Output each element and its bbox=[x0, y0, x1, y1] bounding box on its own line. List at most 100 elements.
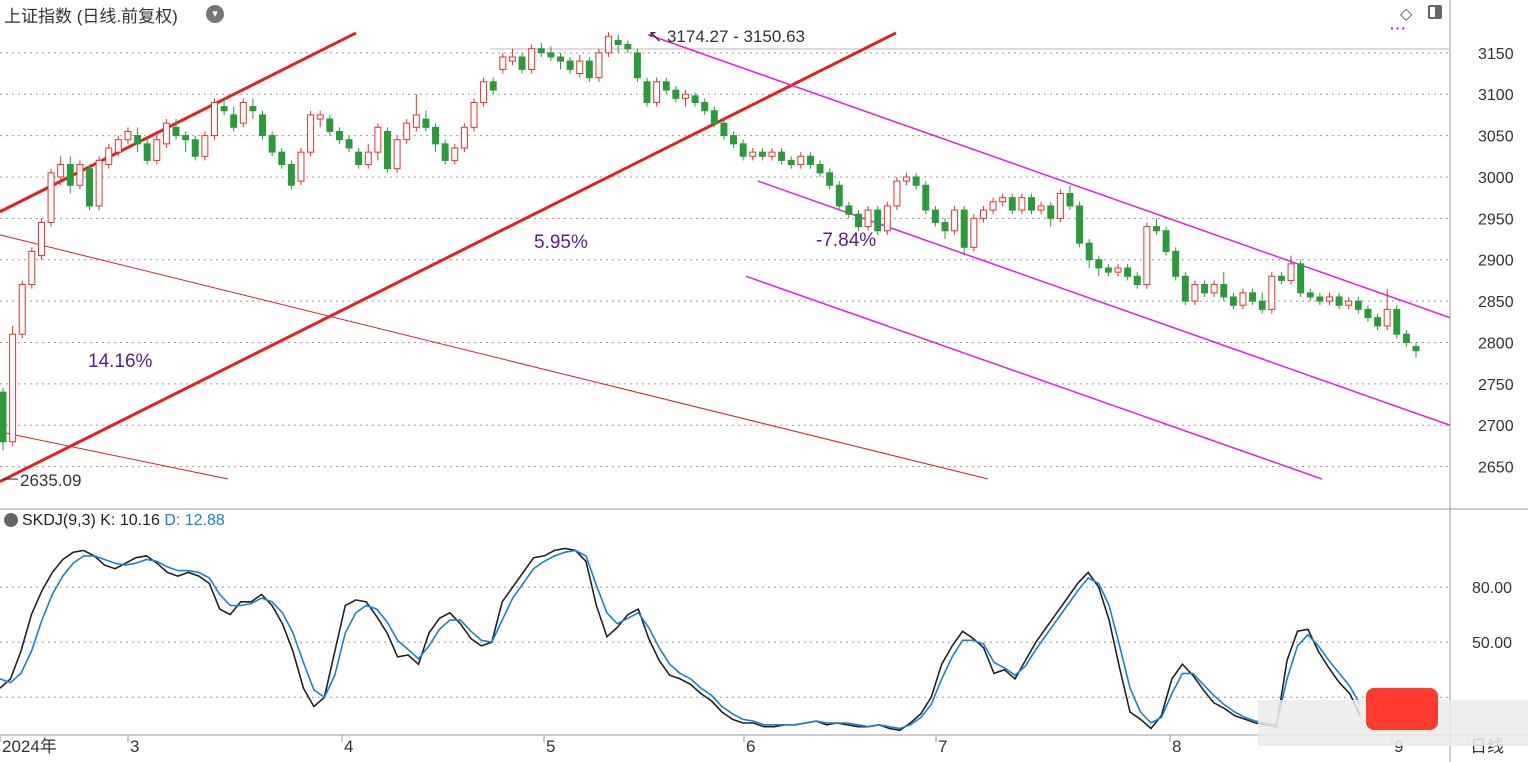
candle-body bbox=[1047, 205, 1055, 219]
candle-body bbox=[326, 118, 334, 132]
trend-line-upper bbox=[0, 31, 357, 214]
candle-body bbox=[412, 114, 420, 128]
candle-body bbox=[662, 81, 670, 91]
candle-body bbox=[316, 114, 324, 120]
candle-body bbox=[18, 284, 26, 335]
candle-body bbox=[816, 164, 824, 174]
diamond-icon[interactable]: ◇ bbox=[1400, 6, 1413, 23]
candle-body bbox=[499, 56, 507, 70]
candle-body bbox=[37, 221, 45, 257]
candle-body bbox=[287, 164, 295, 186]
candle-body bbox=[86, 168, 93, 207]
candle-body bbox=[518, 56, 526, 70]
candle-body bbox=[230, 114, 238, 128]
candle-body bbox=[787, 159, 795, 166]
candle-body bbox=[566, 60, 574, 70]
candle-body bbox=[1124, 267, 1132, 277]
candle-body bbox=[1268, 275, 1276, 310]
candle-body bbox=[0, 391, 7, 443]
candle-body bbox=[1364, 308, 1372, 319]
candle-body bbox=[1191, 284, 1199, 302]
channel-line-lower bbox=[745, 275, 1323, 480]
candle-body bbox=[95, 159, 103, 207]
x-tick-label: 5 bbox=[546, 737, 555, 756]
candle-body bbox=[66, 164, 74, 186]
candle-body bbox=[422, 118, 430, 128]
x-tick-label: 2024年 bbox=[2, 737, 57, 756]
y-tick-label: 2850 bbox=[1478, 294, 1514, 311]
channel-line-upper bbox=[647, 33, 1451, 319]
candle-body bbox=[480, 81, 488, 103]
candle-body bbox=[470, 101, 478, 128]
panel-icon[interactable] bbox=[1428, 5, 1442, 19]
candle-body bbox=[364, 151, 372, 166]
candle-body bbox=[1287, 263, 1295, 281]
candle-body bbox=[268, 135, 276, 153]
ind-y-tick-label: 50.00 bbox=[1472, 635, 1512, 652]
pct-label-2: 5.95% bbox=[534, 232, 588, 253]
candle-body bbox=[335, 130, 343, 141]
low-label: 2635.09 bbox=[20, 471, 81, 490]
candle-body bbox=[124, 130, 132, 141]
candle-body bbox=[1249, 292, 1257, 302]
candle-body bbox=[903, 176, 911, 182]
candle-body bbox=[191, 139, 199, 157]
candle-body bbox=[307, 114, 315, 153]
dots-icon[interactable]: ··· bbox=[1390, 20, 1407, 36]
x-tick-label: 6 bbox=[746, 737, 755, 756]
candle-body bbox=[1143, 226, 1151, 286]
ind-y-tick-label: 80.00 bbox=[1472, 580, 1512, 597]
candle-body bbox=[1229, 296, 1237, 306]
candle-body bbox=[355, 151, 363, 166]
candle-body bbox=[874, 209, 882, 232]
candle-body bbox=[1114, 267, 1122, 273]
candle-body bbox=[259, 114, 267, 137]
indicator-legend: SKDJ(9,3) K: 10.16 D: 12.88 bbox=[4, 512, 225, 530]
candle-body bbox=[778, 151, 786, 161]
candle-body bbox=[508, 56, 516, 62]
candle-body bbox=[835, 184, 843, 207]
candle-body bbox=[1181, 275, 1189, 302]
candle-body bbox=[210, 101, 218, 137]
skdj-k-line bbox=[0, 547, 1361, 732]
y-tick-label: 3050 bbox=[1478, 129, 1514, 146]
candle-body bbox=[345, 139, 353, 149]
k-value: 10.16 bbox=[119, 512, 160, 529]
candle-body bbox=[220, 106, 228, 112]
skdj-d-line bbox=[0, 549, 1361, 730]
indicator-menu-icon[interactable] bbox=[4, 513, 18, 527]
candle-body bbox=[1354, 300, 1362, 310]
parallel-line-2 bbox=[0, 431, 229, 480]
candle-body bbox=[114, 139, 122, 153]
y-tick-label: 3100 bbox=[1478, 87, 1514, 104]
red-overlay-button[interactable] bbox=[1366, 688, 1438, 730]
candle-body bbox=[845, 205, 853, 215]
candle-body bbox=[691, 95, 699, 103]
candle-body bbox=[460, 126, 468, 149]
d-value: 12.88 bbox=[184, 512, 225, 529]
y-tick-label: 3150 bbox=[1478, 46, 1514, 63]
candle-body bbox=[1037, 205, 1045, 211]
candle-body bbox=[681, 93, 689, 99]
x-tick-label: 8 bbox=[1172, 737, 1181, 756]
x-tick-label: 9 bbox=[1394, 737, 1403, 756]
candle-body bbox=[528, 48, 536, 70]
candle-body bbox=[1066, 193, 1074, 207]
parallel-line-1 bbox=[0, 234, 989, 480]
candle-body bbox=[633, 52, 641, 79]
pct-label-3: -7.84% bbox=[816, 230, 876, 251]
chevron-down-icon[interactable]: ▾ bbox=[206, 5, 224, 23]
candle-body bbox=[1085, 242, 1093, 261]
candle-body bbox=[672, 89, 680, 99]
candle-body bbox=[1201, 284, 1209, 294]
candle-body bbox=[1402, 333, 1410, 343]
candle-body bbox=[172, 126, 180, 137]
candle-body bbox=[1345, 300, 1353, 306]
indicator-name: SKDJ(9,3) bbox=[22, 512, 96, 529]
candle-body bbox=[278, 151, 286, 166]
x-tick-label: 4 bbox=[344, 737, 353, 756]
candle-body bbox=[1056, 193, 1064, 219]
candle-body bbox=[1133, 275, 1141, 286]
candle-body bbox=[1277, 275, 1285, 281]
